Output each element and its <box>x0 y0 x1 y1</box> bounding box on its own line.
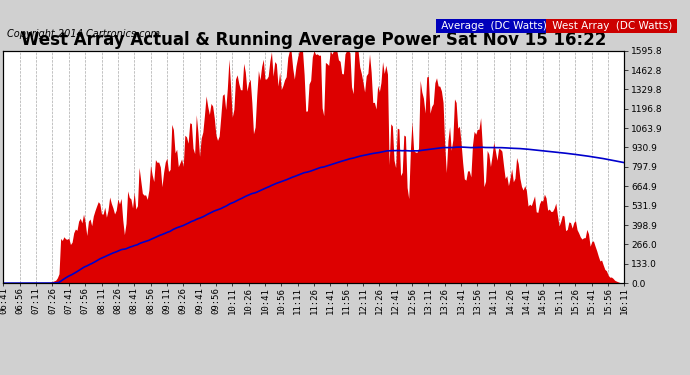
Text: Copyright 2014 Cartronics.com: Copyright 2014 Cartronics.com <box>7 29 160 39</box>
Title: West Array Actual & Running Average Power Sat Nov 15 16:22: West Array Actual & Running Average Powe… <box>21 31 607 49</box>
Text: Average  (DC Watts): Average (DC Watts) <box>438 21 551 31</box>
Text: West Array  (DC Watts): West Array (DC Watts) <box>549 21 675 31</box>
